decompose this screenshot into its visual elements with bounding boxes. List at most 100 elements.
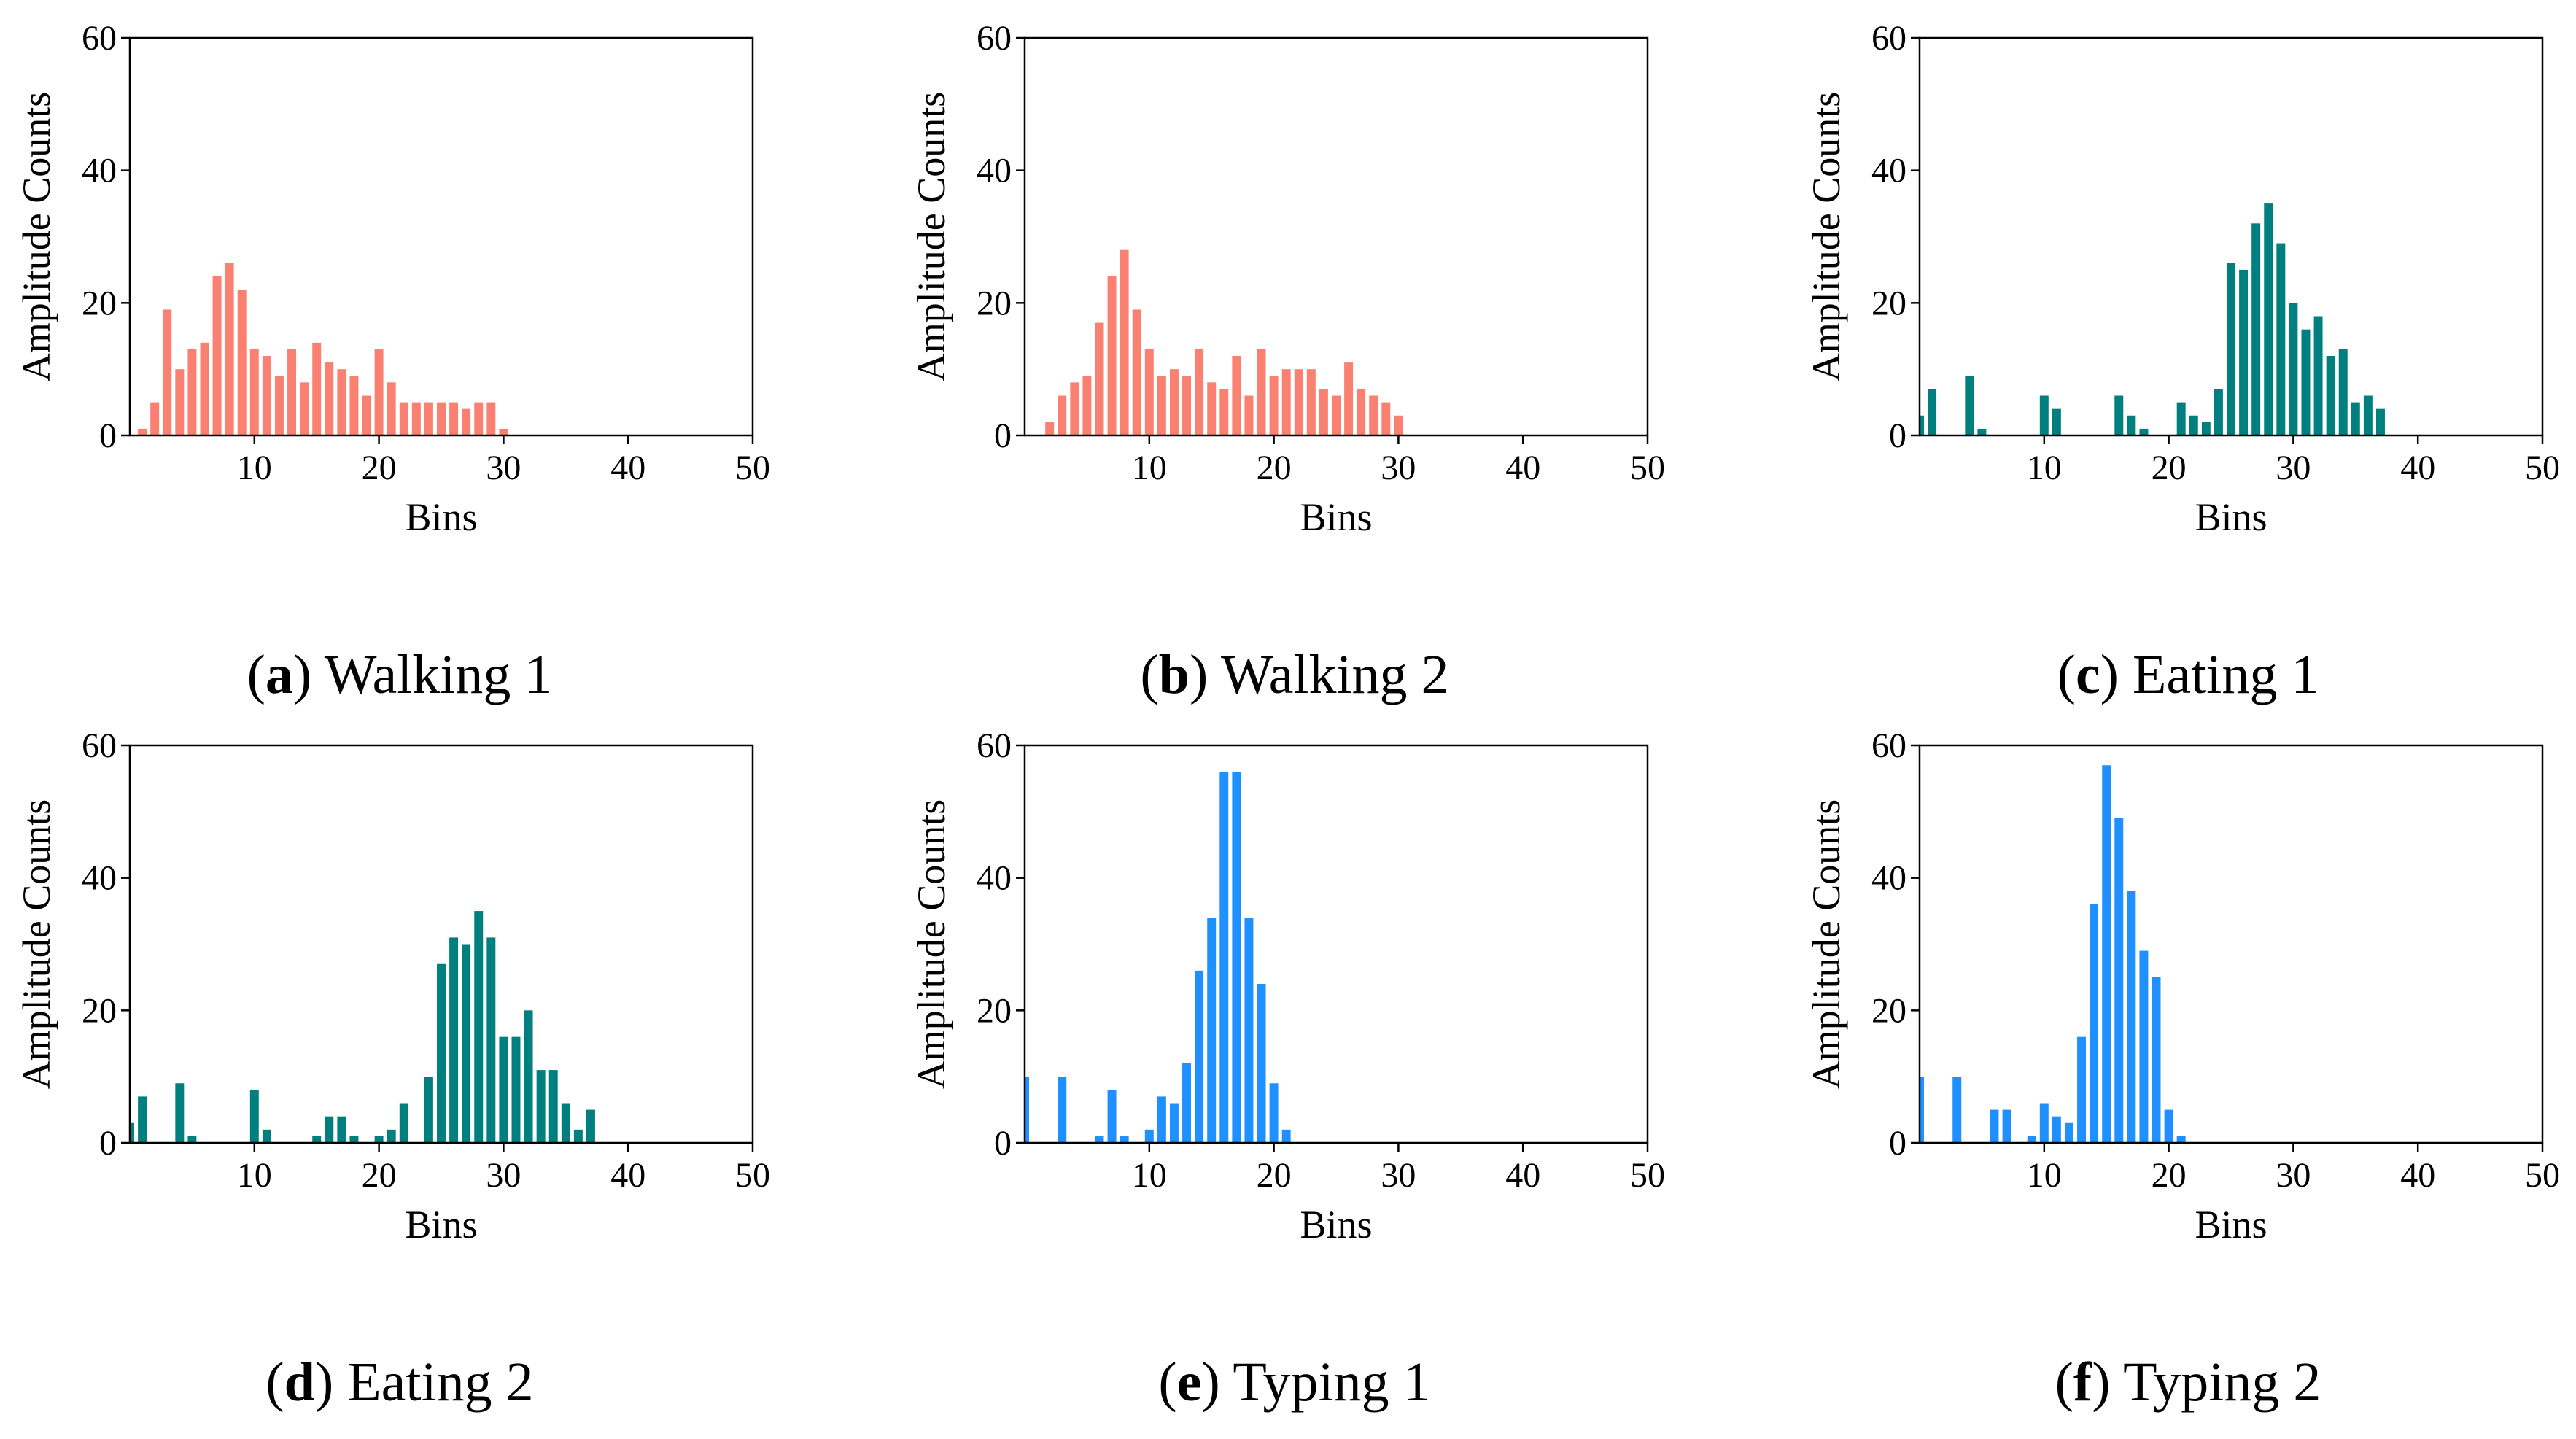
y-axis-label-f: Amplitude Counts — [1804, 799, 1848, 1090]
bar-a-2 — [150, 402, 160, 435]
caption-letter-f: f — [2073, 1351, 2093, 1413]
bar-f-18 — [2139, 950, 2149, 1143]
bar-c-18 — [2139, 428, 2149, 435]
bar-d-22 — [399, 1103, 408, 1143]
x-tick-label-b-10: 10 — [1132, 449, 1167, 487]
bar-c-0 — [1920, 415, 1924, 435]
caption-letter-a: a — [265, 644, 293, 705]
bar-c-25 — [2227, 263, 2235, 435]
bar-b-11 — [1157, 376, 1166, 435]
caption-open-paren: ( — [2057, 644, 2076, 705]
bar-d-26 — [449, 937, 459, 1143]
bar-f-16 — [2114, 818, 2124, 1143]
panel-f: 0 20 40 60 10 20 30 40 50 Bins Amplitude Counts (f)… — [1804, 726, 2560, 1413]
x-tick-label-d-20: 20 — [362, 1156, 397, 1195]
y-tick-label-c-40: 40 — [1871, 152, 1906, 190]
bar-d-36 — [573, 1129, 583, 1143]
bar-e-3 — [1058, 1077, 1067, 1143]
y-axis-label-c: Amplitude Counts — [1804, 92, 1848, 382]
bar-b-4 — [1070, 382, 1079, 435]
bar-a-24 — [424, 402, 433, 435]
x-tick-label-b-40: 40 — [1505, 449, 1540, 487]
y-axis-label-b: Amplitude Counts — [909, 92, 953, 382]
bar-d-15 — [312, 1136, 322, 1143]
x-tick-label-a-30: 30 — [486, 449, 521, 487]
bar-c-23 — [2201, 422, 2211, 435]
bar-a-17 — [337, 369, 346, 435]
y-tick-label-c-20: 20 — [1871, 284, 1906, 322]
panel-caption-a: (a) Walking 1 — [247, 644, 553, 705]
bar-d-20 — [374, 1136, 384, 1143]
bar-b-23 — [1306, 369, 1316, 435]
y-tick-label-d-60: 60 — [82, 726, 117, 765]
bar-e-20 — [1269, 1083, 1279, 1143]
bar-a-6 — [200, 342, 209, 435]
bar-c-27 — [2251, 223, 2261, 435]
caption-open-paren: ( — [1158, 1351, 1176, 1413]
bar-e-11 — [1157, 1096, 1166, 1143]
bar-a-28 — [474, 402, 484, 435]
bar-e-10 — [1144, 1129, 1154, 1143]
bar-b-21 — [1281, 369, 1291, 435]
bar-f-3 — [1952, 1077, 1962, 1143]
bar-b-6 — [1095, 322, 1104, 435]
bar-c-17 — [2127, 415, 2136, 435]
bar-f-13 — [2077, 1036, 2087, 1143]
bar-a-23 — [411, 402, 421, 435]
bar-e-6 — [1095, 1136, 1104, 1143]
caption-open-paren: ( — [1140, 644, 1158, 705]
bar-a-19 — [362, 395, 371, 435]
panel-caption-d: (d) Eating 2 — [265, 1351, 533, 1413]
bar-b-12 — [1169, 369, 1179, 435]
bar-a-21 — [387, 382, 396, 435]
bar-f-0 — [1920, 1077, 1924, 1143]
bar-a-8 — [225, 263, 234, 435]
bar-a-3 — [163, 309, 172, 435]
x-axis-label-e: Bins — [1300, 1203, 1372, 1246]
bar-a-16 — [325, 362, 334, 435]
bar-e-21 — [1281, 1129, 1291, 1143]
x-axis-label-d: Bins — [405, 1203, 477, 1246]
plot-frame-c — [1918, 36, 2544, 437]
bar-d-11 — [262, 1129, 271, 1143]
bar-a-26 — [449, 402, 459, 435]
caption-title-e: ) Typing 1 — [1201, 1351, 1430, 1413]
bar-a-13 — [287, 349, 297, 435]
bar-c-5 — [1977, 428, 1987, 435]
plot-frame-f — [1918, 744, 2544, 1144]
bar-b-5 — [1082, 376, 1092, 435]
y-tick-label-d-40: 40 — [82, 859, 117, 898]
x-tick-label-e-10: 10 — [1132, 1156, 1167, 1195]
bar-b-20 — [1269, 376, 1279, 435]
y-axis-label-a: Amplitude Counts — [15, 92, 58, 382]
bar-a-14 — [300, 382, 309, 435]
bar-d-25 — [437, 963, 446, 1143]
bar-b-25 — [1332, 395, 1341, 435]
y-tick-label-d-0: 0 — [99, 1124, 117, 1163]
y-tick-label-b-0: 0 — [994, 416, 1012, 455]
bar-c-24 — [2214, 389, 2223, 435]
bar-e-16 — [1219, 772, 1229, 1143]
y-tick-label-f-60: 60 — [1871, 726, 1906, 765]
x-tick-label-d-50: 50 — [735, 1156, 770, 1195]
bar-b-8 — [1120, 249, 1129, 435]
bar-b-22 — [1294, 369, 1303, 435]
plot-frame-e — [1023, 744, 1649, 1144]
bar-f-7 — [2002, 1109, 2011, 1143]
bar-c-29 — [2276, 243, 2286, 435]
panel-d: 0 20 40 60 10 20 30 40 50 Bins Amplitude Counts (d)… — [15, 726, 770, 1413]
x-tick-label-f-30: 30 — [2276, 1156, 2311, 1195]
y-tick-label-b-20: 20 — [977, 284, 1012, 322]
caption-title-f: ) Typing 2 — [2092, 1351, 2321, 1413]
bar-e-13 — [1182, 1063, 1192, 1143]
y-tick-label-a-40: 40 — [82, 152, 117, 190]
x-tick-label-d-10: 10 — [237, 1156, 272, 1195]
bar-d-17 — [337, 1116, 346, 1143]
x-tick-label-b-50: 50 — [1630, 449, 1665, 487]
bar-a-4 — [175, 369, 185, 435]
x-tick-label-e-40: 40 — [1505, 1156, 1540, 1195]
bar-d-28 — [474, 911, 484, 1143]
x-tick-label-f-20: 20 — [2152, 1156, 2187, 1195]
bar-b-9 — [1132, 309, 1141, 435]
bar-f-19 — [2152, 977, 2161, 1143]
